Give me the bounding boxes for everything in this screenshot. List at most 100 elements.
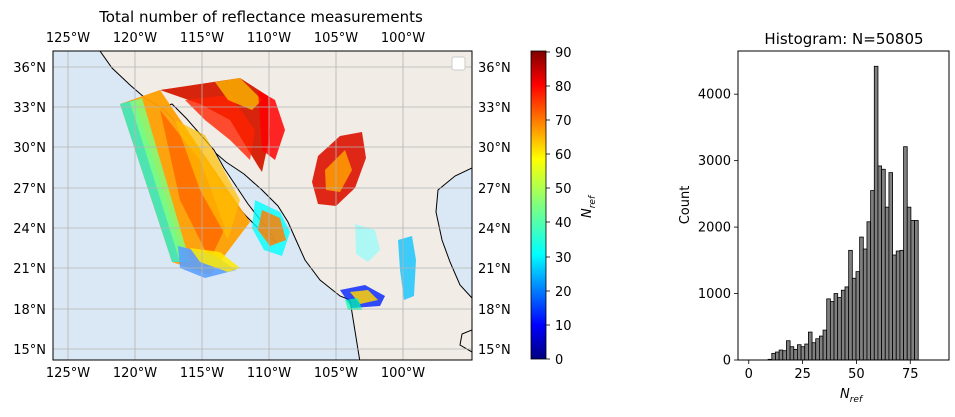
lat-ticks-left: 36°N 33°N 30°N 27°N 24°N 21°N 18°N 15°N (13, 61, 46, 358)
colorbar-tick-label: 0 (555, 353, 563, 368)
histogram-xlabel: Nref (840, 387, 864, 405)
lon-tick-label: 105°W (314, 366, 358, 381)
histogram-bar (910, 220, 915, 361)
histogram-x-tick-label: 0 (745, 367, 753, 382)
histogram-bar (855, 271, 861, 361)
lat-tick-label: 27°N (478, 182, 511, 197)
histogram-bar (903, 146, 908, 361)
histogram-bar (826, 298, 831, 361)
histogram-bar (822, 329, 828, 361)
histogram-bar (775, 351, 780, 361)
colorbar-tick-label: 20 (555, 285, 572, 300)
lon-tick-label: 105°W (314, 31, 358, 46)
histogram-x-tick-label: 25 (794, 367, 811, 382)
histogram-bar (859, 236, 864, 361)
colorbar-tick-label: 40 (555, 216, 572, 231)
lon-tick-label: 120°W (113, 31, 157, 46)
histogram-bar (782, 350, 787, 361)
map-legend-box (451, 56, 466, 71)
histogram-bar (888, 172, 893, 361)
lat-tick-label: 36°N (478, 61, 511, 76)
histogram-bar (862, 248, 868, 361)
lat-tick-label: 24°N (13, 222, 46, 237)
histogram-bar (808, 331, 813, 361)
map-panel: Total number of reflectance measurements (13, 8, 511, 381)
histogram-bar (833, 293, 839, 361)
histogram-bar (815, 338, 820, 361)
colorbar-tick-label: 30 (555, 251, 572, 266)
histogram-bar (840, 289, 846, 361)
histogram-x-tick-label: 75 (902, 367, 919, 382)
histogram-bar (789, 346, 795, 361)
histogram-bar (895, 250, 901, 361)
histogram-bar (851, 277, 857, 361)
lat-tick-label: 30°N (478, 141, 511, 156)
lon-tick-label: 120°W (113, 366, 157, 381)
lat-tick-label: 24°N (478, 222, 511, 237)
histogram-x-ticks: 0 25 50 75 (745, 360, 919, 382)
histogram-title: Histogram: N=50805 (764, 30, 923, 48)
lat-tick-label: 33°N (13, 101, 46, 116)
colorbar: 0 10 20 30 40 50 60 70 80 90 Nref (530, 46, 598, 368)
lat-tick-label: 21°N (13, 262, 46, 277)
histogram-panel: Histogram: N=50805 0 1000 2000 3000 4000 0 25… (678, 30, 950, 405)
lat-tick-label: 36°N (13, 61, 46, 76)
lon-tick-label: 100°W (381, 366, 425, 381)
map-frame (52, 50, 473, 361)
histogram-bar (778, 349, 784, 361)
histogram-x-tick-label: 50 (848, 367, 865, 382)
histogram-bar (800, 346, 806, 361)
land-yucatan (459, 329, 472, 353)
histogram-bar (881, 168, 886, 361)
colorbar-tick-label: 70 (555, 114, 572, 129)
histogram-bar (892, 254, 897, 361)
colorbar-tick-label: 50 (555, 182, 572, 197)
colorbar-gradient (530, 50, 547, 360)
histogram-y-tick-label: 1000 (698, 287, 731, 302)
histogram-bar (811, 342, 817, 361)
colorbar-tick-label: 80 (555, 80, 572, 95)
histogram-bar (771, 352, 776, 361)
lon-tick-label: 110°W (247, 31, 291, 46)
histogram-bar (818, 335, 824, 361)
histogram-y-tick-label: 0 (723, 354, 731, 369)
histogram-bar (804, 343, 809, 361)
lon-tick-label: 125°W (46, 31, 90, 46)
histogram-bar (877, 165, 883, 361)
histogram-y-ticks: 0 1000 2000 3000 4000 (698, 88, 738, 369)
histogram-bar (829, 301, 835, 361)
lat-tick-label: 21°N (478, 262, 511, 277)
histogram-bar (873, 65, 879, 361)
lon-ticks-bottom: 125°W 120°W 115°W 110°W 105°W 100°W (46, 366, 425, 381)
lat-ticks-right: 36°N 33°N 30°N 27°N 24°N 21°N 18°N 15°N (478, 61, 511, 358)
histogram-bar (866, 221, 872, 361)
histogram-bars (767, 65, 919, 361)
histogram-frame (737, 50, 950, 361)
histogram-bar (914, 220, 919, 361)
lat-tick-label: 18°N (478, 303, 511, 318)
colorbar-tick-label: 60 (555, 148, 572, 163)
histogram-bar (848, 249, 853, 361)
lat-tick-label: 15°N (478, 343, 511, 358)
lon-tick-label: 100°W (381, 31, 425, 46)
map-title: Total number of reflectance measurements (98, 8, 423, 26)
histogram-bar (899, 249, 904, 361)
histogram-bar (793, 348, 798, 361)
lat-tick-label: 30°N (13, 141, 46, 156)
histogram-y-tick-label: 4000 (698, 88, 731, 103)
histogram-bar (786, 340, 791, 361)
colorbar-tick-label: 90 (555, 46, 572, 61)
colorbar-tick-label: 10 (555, 319, 572, 334)
histogram-bar (844, 286, 850, 361)
histogram-bar (837, 297, 842, 361)
histogram-bar (797, 344, 802, 361)
colorbar-ticks: 0 10 20 30 40 50 60 70 80 90 (555, 46, 572, 368)
lon-tick-label: 115°W (180, 366, 224, 381)
histogram-ylabel: Count (678, 186, 693, 225)
histogram-y-tick-label: 2000 (698, 221, 731, 236)
histogram-bar (884, 206, 890, 361)
histogram-y-tick-label: 3000 (698, 154, 731, 169)
lon-tick-label: 125°W (46, 366, 90, 381)
map-gridlines (53, 51, 472, 360)
